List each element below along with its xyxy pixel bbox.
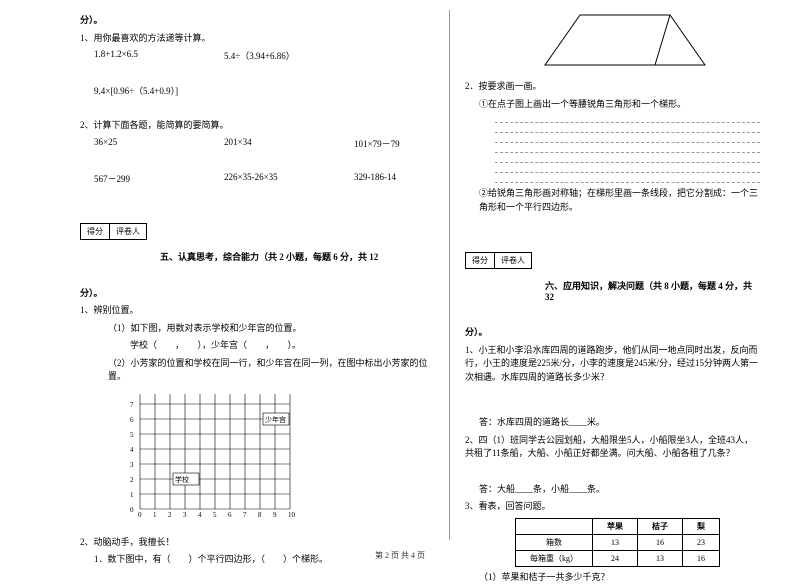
- svg-text:2: 2: [130, 476, 134, 484]
- section6-title: 六、应用知识，解决问题（共 8 小题，每题 4 分，共 32: [545, 279, 760, 302]
- dot-grid-area: [495, 115, 760, 183]
- q2-row1: 36×25 201×34 101×79－79: [94, 137, 434, 150]
- svg-text:学校: 学校: [175, 475, 189, 484]
- q1-title: 1、用你最喜欢的方法递等计算。: [80, 32, 434, 46]
- score-label: 得分: [466, 253, 495, 268]
- trap-l2: ②给锐角三角形画对称轴；在梯形里画一条线段，把它分割成：一个三角形和一个平行四边…: [479, 187, 760, 214]
- p3-q: （1）苹果和桔子一共多少千克？: [479, 571, 760, 584]
- th: 桔子: [638, 518, 683, 534]
- svg-text:3: 3: [130, 461, 134, 469]
- expr: 36×25: [94, 137, 174, 150]
- expr: 567－299: [94, 172, 174, 185]
- score-label: 得分: [81, 224, 110, 239]
- svg-text:3: 3: [183, 511, 187, 519]
- th: 苹果: [593, 518, 638, 534]
- grader-label: 评卷人: [110, 224, 146, 239]
- svg-text:5: 5: [213, 511, 217, 519]
- svg-text:6: 6: [228, 511, 232, 519]
- th: [516, 518, 593, 534]
- q3-title: 1、辨别位置。: [80, 304, 434, 318]
- section5-title: 五、认真思考，综合能力（共 2 小题，每题 6 分，共 12: [160, 250, 434, 263]
- fen-closing: 分）。: [80, 14, 434, 28]
- fen-closing-r: 分）。: [465, 326, 760, 340]
- svg-text:6: 6: [130, 416, 134, 424]
- p3-title: 3、看表，回答问题。: [465, 500, 760, 514]
- expr: 329-186-14: [354, 172, 434, 185]
- svg-text:0: 0: [138, 511, 142, 519]
- grader-label: 评卷人: [495, 253, 531, 268]
- svg-text:7: 7: [243, 511, 247, 519]
- fen-closing2: 分）。: [80, 287, 434, 301]
- svg-text:少年宫: 少年宫: [265, 415, 286, 424]
- expr: 1.8+1.2×6.5: [94, 49, 174, 62]
- td: 16: [638, 534, 683, 550]
- grid-chart: 012345678910012345678学校少年宫: [120, 394, 300, 524]
- svg-text:9: 9: [273, 511, 277, 519]
- q3-l2: 学校（ ， ），少年宫（ ， ）。: [130, 339, 434, 353]
- expr: 101×79－79: [354, 137, 434, 150]
- svg-text:2: 2: [168, 511, 172, 519]
- p1-ans: 答：水库四周的道路长____米。: [479, 416, 760, 430]
- svg-text:4: 4: [130, 446, 134, 454]
- score-box-r: 得分 评卷人: [465, 252, 532, 269]
- svg-text:1: 1: [130, 491, 134, 499]
- th: 梨: [683, 518, 720, 534]
- q2-row2: 567－299 226×35-26×35 329-186-14: [94, 172, 434, 185]
- q1-row2: 9.4×[0.96÷（5.4+0.9）]: [94, 84, 434, 97]
- expr: 5.4÷（3.94+6.86）: [224, 49, 304, 62]
- expr: 9.4×[0.96÷（5.4+0.9）]: [94, 84, 178, 97]
- q4-title: 2、动脑动手，我擅长！: [80, 536, 434, 550]
- p1-text: 1、小王和小李沿水库四周的道路跑步，他们从同一地点同时出发，反向而行，小王的速度…: [465, 344, 760, 385]
- score-box: 得分 评卷人: [80, 223, 147, 240]
- page-footer: 第 2 页 共 4 页: [0, 550, 800, 561]
- svg-text:4: 4: [198, 511, 202, 519]
- column-divider: [449, 10, 450, 540]
- td: 13: [593, 534, 638, 550]
- svg-text:1: 1: [153, 511, 157, 519]
- svg-text:5: 5: [130, 431, 134, 439]
- q3-l3: （2）小芳家的位置和学校在同一行，和少年宫在同一列，在图中标出小芳家的位置。: [108, 357, 434, 384]
- q1-row1: 1.8+1.2×6.5 5.4÷（3.94+6.86）: [94, 49, 434, 62]
- q3-l1: （1）如下图，用数对表示学校和少年宫的位置。: [108, 322, 434, 336]
- trap-l1: ①在点子图上画出一个等腰锐角三角形和一个梯形。: [479, 98, 760, 112]
- table-row: 苹果 桔子 梨: [516, 518, 720, 534]
- svg-text:10: 10: [288, 511, 296, 519]
- trapezoid-figure: [535, 10, 715, 70]
- page-container: 分）。 1、用你最喜欢的方法递等计算。 1.8+1.2×6.5 5.4÷（3.9…: [0, 0, 800, 540]
- svg-text:0: 0: [130, 506, 134, 514]
- svg-text:7: 7: [130, 401, 134, 409]
- p2-ans: 答：大船____条，小船____条。: [479, 483, 760, 497]
- q2-title: 2、计算下面各题，能简算的要简算。: [80, 119, 434, 133]
- p2-text: 2、四（1）班同学去公园划船，大船限坐5人，小船限坐3人，全班43人，共租了11…: [465, 434, 760, 461]
- expr: 226×35-26×35: [224, 172, 304, 185]
- trap-note: 2．按要求画一画。: [465, 80, 760, 94]
- right-column: 2．按要求画一画。 ①在点子图上画出一个等腰锐角三角形和一个梯形。 ②给锐角三角…: [455, 10, 770, 540]
- expr: 201×34: [224, 137, 304, 150]
- table-row: 箱数 13 16 23: [516, 534, 720, 550]
- svg-text:8: 8: [258, 511, 262, 519]
- left-column: 分）。 1、用你最喜欢的方法递等计算。 1.8+1.2×6.5 5.4÷（3.9…: [70, 10, 444, 540]
- td: 箱数: [516, 534, 593, 550]
- td: 23: [683, 534, 720, 550]
